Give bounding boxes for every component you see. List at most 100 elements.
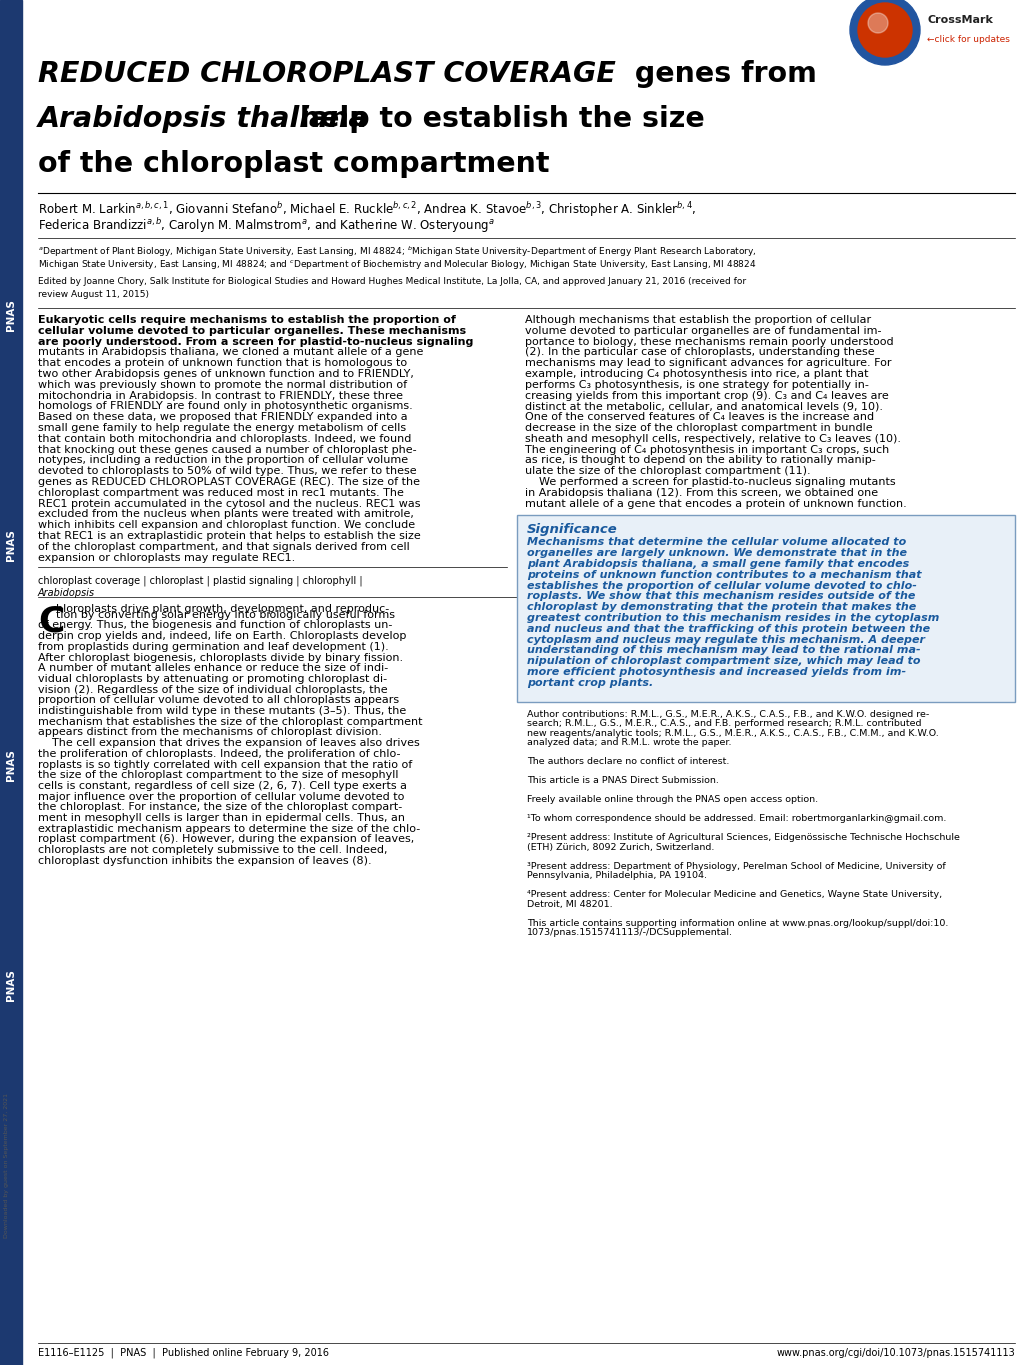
Text: creasing yields from this important crop (9). C₃ and C₄ leaves are: creasing yields from this important crop… [525, 390, 888, 400]
Text: ment in mesophyll cells is larger than in epidermal cells. Thus, an: ment in mesophyll cells is larger than i… [38, 814, 405, 823]
Text: Although mechanisms that establish the proportion of cellular: Although mechanisms that establish the p… [525, 315, 870, 325]
Text: proportion of cellular volume devoted to all chloroplasts appears: proportion of cellular volume devoted to… [38, 695, 398, 706]
Text: roplasts. We show that this mechanism resides outside of the: roplasts. We show that this mechanism re… [527, 591, 914, 602]
Text: After chloroplast biogenesis, chloroplasts divide by binary fission.: After chloroplast biogenesis, chloroplas… [38, 652, 403, 662]
Text: A number of mutant alleles enhance or reduce the size of indi-: A number of mutant alleles enhance or re… [38, 663, 388, 673]
Text: search; R.M.L., G.S., M.E.R., C.A.S., and F.B. performed research; R.M.L. contri: search; R.M.L., G.S., M.E.R., C.A.S., an… [527, 719, 920, 728]
Text: This article contains supporting information online at www.pnas.org/lookup/suppl: This article contains supporting informa… [527, 919, 948, 928]
Text: the chloroplast. For instance, the size of the chloroplast compart-: the chloroplast. For instance, the size … [38, 803, 401, 812]
Text: The engineering of C₄ photosynthesis in important C₃ crops, such: The engineering of C₄ photosynthesis in … [525, 445, 889, 455]
Text: roplasts is so tightly correlated with cell expansion that the ratio of: roplasts is so tightly correlated with c… [38, 759, 412, 770]
Text: Author contributions: R.M.L., G.S., M.E.R., A.K.S., C.A.S., F.B., and K.W.O. des: Author contributions: R.M.L., G.S., M.E.… [527, 710, 928, 718]
Text: cellular volume devoted to particular organelles. These mechanisms: cellular volume devoted to particular or… [38, 326, 466, 336]
Text: extraplastidic mechanism appears to determine the size of the chlo-: extraplastidic mechanism appears to dete… [38, 823, 420, 834]
Bar [0, 0, 22, 1365]
Text: mechanisms may lead to significant advances for agriculture. For: mechanisms may lead to significant advan… [525, 358, 891, 369]
Text: appears distinct from the mechanisms of chloroplast division.: appears distinct from the mechanisms of … [38, 728, 382, 737]
Text: Robert M. Larkin$^{a,b,c,1}$, Giovanni Stefano$^b$, Michael E. Ruckle$^{b,c,2}$,: Robert M. Larkin$^{a,b,c,1}$, Giovanni S… [38, 201, 696, 218]
Text: The authors declare no conflict of interest.: The authors declare no conflict of inter… [527, 758, 729, 766]
Text: Pennsylvania, Philadelphia, PA 19104.: Pennsylvania, Philadelphia, PA 19104. [527, 871, 706, 880]
Text: decrease in the size of the chloroplast compartment in bundle: decrease in the size of the chloroplast … [525, 423, 872, 433]
Text: mutants in Arabidopsis thaliana, we cloned a mutant allele of a gene: mutants in Arabidopsis thaliana, we clon… [38, 348, 423, 358]
Text: C: C [38, 605, 64, 639]
Text: mechanism that establishes the size of the chloroplast compartment: mechanism that establishes the size of t… [38, 717, 422, 726]
Text: chloroplast dysfunction inhibits the expansion of leaves (8).: chloroplast dysfunction inhibits the exp… [38, 856, 371, 865]
Text: major influence over the proportion of cellular volume devoted to: major influence over the proportion of c… [38, 792, 404, 801]
Text: performs C₃ photosynthesis, is one strategy for potentially in-: performs C₃ photosynthesis, is one strat… [525, 379, 868, 390]
Text: E1116–E1125  |  PNAS  |  Published online February 9, 2016: E1116–E1125 | PNAS | Published online Fe… [38, 1349, 329, 1358]
Text: homologs of FRIENDLY are found only in photosynthetic organisms.: homologs of FRIENDLY are found only in p… [38, 401, 413, 411]
Text: notypes, including a reduction in the proportion of cellular volume: notypes, including a reduction in the pr… [38, 456, 408, 465]
Text: mutant allele of a gene that encodes a protein of unknown function.: mutant allele of a gene that encodes a p… [525, 498, 906, 509]
Text: PNAS: PNAS [6, 530, 16, 561]
Text: cells is constant, regardless of cell size (2, 6, 7). Cell type exerts a: cells is constant, regardless of cell si… [38, 781, 407, 790]
Text: genes as REDUCED CHLOROPLAST COVERAGE (REC). The size of the: genes as REDUCED CHLOROPLAST COVERAGE (R… [38, 476, 420, 487]
Text: indistinguishable from wild type in these mutants (3–5). Thus, the: indistinguishable from wild type in thes… [38, 706, 406, 717]
Text: new reagents/analytic tools; R.M.L., G.S., M.E.R., A.K.S., C.A.S., F.B., C.M.M.,: new reagents/analytic tools; R.M.L., G.S… [527, 729, 937, 737]
Text: proteins of unknown function contributes to a mechanism that: proteins of unknown function contributes… [527, 569, 921, 580]
Text: ⁴Present address: Center for Molecular Medicine and Genetics, Wayne State Univer: ⁴Present address: Center for Molecular M… [527, 890, 942, 900]
Text: The cell expansion that drives the expansion of leaves also drives: The cell expansion that drives the expan… [38, 738, 420, 748]
Text: as rice, is thought to depend on the ability to rationally manip-: as rice, is thought to depend on the abi… [525, 456, 875, 465]
Text: that encodes a protein of unknown function that is homologous to: that encodes a protein of unknown functi… [38, 358, 407, 369]
Text: CrossMark: CrossMark [926, 15, 991, 25]
Text: excluded from the nucleus when plants were treated with amitrole,: excluded from the nucleus when plants we… [38, 509, 414, 520]
Text: help to establish the size: help to establish the size [289, 105, 704, 132]
Text: small gene family to help regulate the energy metabolism of cells: small gene family to help regulate the e… [38, 423, 406, 433]
Text: establishes the proportion of cellular volume devoted to chlo-: establishes the proportion of cellular v… [527, 580, 916, 591]
Text: of the chloroplast compartment: of the chloroplast compartment [38, 150, 549, 177]
Text: and nucleus and that the trafficking of this protein between the: and nucleus and that the trafficking of … [527, 624, 929, 633]
Text: Arabidopsis thaliana: Arabidopsis thaliana [38, 105, 369, 132]
Text: Based on these data, we proposed that FRIENDLY expanded into a: Based on these data, we proposed that FR… [38, 412, 408, 422]
Bar [517, 516, 1014, 702]
Text: 1073/pnas.1515741113/-/DCSupplemental.: 1073/pnas.1515741113/-/DCSupplemental. [527, 928, 733, 938]
Text: roplast compartment (6). However, during the expansion of leaves,: roplast compartment (6). However, during… [38, 834, 414, 845]
Text: chloroplast by demonstrating that the protein that makes the: chloroplast by demonstrating that the pr… [527, 602, 915, 612]
Text: genes from: genes from [625, 60, 816, 87]
Text: vision (2). Regardless of the size of individual chloroplasts, the: vision (2). Regardless of the size of in… [38, 685, 387, 695]
Text: Downloaded by guest on September 27, 2021: Downloaded by guest on September 27, 202… [4, 1092, 9, 1238]
Text: One of the conserved features of C₄ leaves is the increase and: One of the conserved features of C₄ leav… [525, 412, 873, 422]
Text: of energy. Thus, the biogenesis and function of chloroplasts un-: of energy. Thus, the biogenesis and func… [38, 621, 392, 631]
Text: REC1 protein accumulated in the cytosol and the nucleus. REC1 was: REC1 protein accumulated in the cytosol … [38, 498, 420, 509]
Text: Arabidopsis: Arabidopsis [38, 588, 95, 598]
Text: Freely available online through the PNAS open access option.: Freely available online through the PNAS… [527, 794, 817, 804]
Circle shape [867, 14, 888, 33]
Text: $^a$Department of Plant Biology, Michigan State University, East Lansing, MI 488: $^a$Department of Plant Biology, Michiga… [38, 244, 756, 259]
Text: the proliferation of chloroplasts. Indeed, the proliferation of chlo-: the proliferation of chloroplasts. Indee… [38, 749, 400, 759]
Text: organelles are largely unknown. We demonstrate that in the: organelles are largely unknown. We demon… [527, 549, 906, 558]
Text: This article is a PNAS Direct Submission.: This article is a PNAS Direct Submission… [527, 777, 718, 785]
Text: Michigan State University, East Lansing, MI 48824; and $^c$Department of Biochem: Michigan State University, East Lansing,… [38, 258, 756, 272]
Text: portance to biology, these mechanisms remain poorly understood: portance to biology, these mechanisms re… [525, 337, 893, 347]
Text: (ETH) Zürich, 8092 Zurich, Switzerland.: (ETH) Zürich, 8092 Zurich, Switzerland. [527, 842, 713, 852]
Text: ²Present address: Institute of Agricultural Sciences, Eidgenössische Technische : ²Present address: Institute of Agricultu… [527, 833, 959, 842]
Text: from proplastids during germination and leaf development (1).: from proplastids during germination and … [38, 642, 388, 652]
Text: volume devoted to particular organelles are of fundamental im-: volume devoted to particular organelles … [525, 326, 880, 336]
Text: more efficient photosynthesis and increased yields from im-: more efficient photosynthesis and increa… [527, 667, 905, 677]
Text: that REC1 is an extraplastidic protein that helps to establish the size: that REC1 is an extraplastidic protein t… [38, 531, 421, 541]
Text: hloroplasts drive plant growth, development, and reproduc-: hloroplasts drive plant growth, developm… [56, 605, 389, 614]
Text: (2). In the particular case of chloroplasts, understanding these: (2). In the particular case of chloropla… [525, 348, 873, 358]
Text: We performed a screen for plastid-to-nucleus signaling mutants: We performed a screen for plastid-to-nuc… [525, 476, 895, 487]
Text: of the chloroplast compartment, and that signals derived from cell: of the chloroplast compartment, and that… [38, 542, 410, 551]
Text: which was previously shown to promote the normal distribution of: which was previously shown to promote th… [38, 379, 407, 390]
Text: review August 11, 2015): review August 11, 2015) [38, 289, 149, 299]
Text: PNAS: PNAS [6, 299, 16, 330]
Text: are poorly understood. From a screen for plastid-to-nucleus signaling: are poorly understood. From a screen for… [38, 337, 473, 347]
Text: REDUCED CHLOROPLAST COVERAGE: REDUCED CHLOROPLAST COVERAGE [38, 60, 615, 87]
Text: which inhibits cell expansion and chloroplast function. We conclude: which inhibits cell expansion and chloro… [38, 520, 415, 530]
Text: chloroplasts are not completely submissive to the cell. Indeed,: chloroplasts are not completely submissi… [38, 845, 387, 854]
Text: Significance: Significance [527, 523, 618, 536]
Text: cytoplasm and nucleus may regulate this mechanism. A deeper: cytoplasm and nucleus may regulate this … [527, 635, 924, 644]
Text: mitochondria in Arabidopsis. In contrast to FRIENDLY, these three: mitochondria in Arabidopsis. In contrast… [38, 390, 403, 400]
Text: nipulation of chloroplast compartment size, which may lead to: nipulation of chloroplast compartment si… [527, 657, 919, 666]
Text: expansion or chloroplasts may regulate REC1.: expansion or chloroplasts may regulate R… [38, 553, 294, 562]
Text: devoted to chloroplasts to 50% of wild type. Thus, we refer to these: devoted to chloroplasts to 50% of wild t… [38, 467, 416, 476]
Text: Federica Brandizzi$^{a,b}$, Carolyn M. Malmstrom$^a$, and Katherine W. Osteryoun: Federica Brandizzi$^{a,b}$, Carolyn M. M… [38, 217, 494, 235]
Circle shape [849, 0, 919, 66]
Text: Edited by Joanne Chory, Salk Institute for Biological Studies and Howard Hughes : Edited by Joanne Chory, Salk Institute f… [38, 277, 745, 287]
Text: example, introducing C₄ photosynthesis into rice, a plant that: example, introducing C₄ photosynthesis i… [525, 369, 867, 379]
Text: vidual chloroplasts by attenuating or promoting chloroplast di-: vidual chloroplasts by attenuating or pr… [38, 674, 387, 684]
Text: ¹To whom correspondence should be addressed. Email: robertmorganlarkin@gmail.com: ¹To whom correspondence should be addres… [527, 814, 946, 823]
Text: sheath and mesophyll cells, respectively, relative to C₃ leaves (10).: sheath and mesophyll cells, respectively… [525, 434, 900, 444]
